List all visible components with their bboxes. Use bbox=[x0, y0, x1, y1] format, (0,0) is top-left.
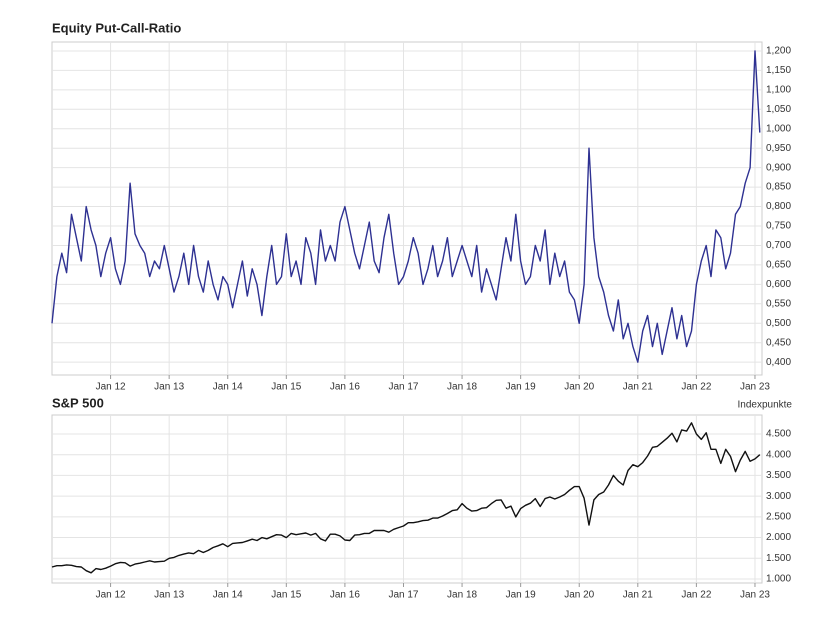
y-tick-label: 4.500 bbox=[766, 429, 791, 440]
y-tick-label: 2.000 bbox=[766, 532, 791, 543]
x-tick-label: Jan 15 bbox=[271, 382, 301, 393]
y-unit: Indexpunkte bbox=[738, 400, 793, 411]
x-tick-label: Jan 13 bbox=[154, 590, 184, 601]
y-tick-label: 0,950 bbox=[766, 143, 791, 154]
y-tick-label: 1,200 bbox=[766, 46, 791, 57]
y-tick-label: 0,450 bbox=[766, 337, 791, 348]
y-tick-label: 1,000 bbox=[766, 123, 791, 134]
x-tick-label: Jan 16 bbox=[330, 590, 360, 601]
line bbox=[51, 50, 761, 363]
chart-title: S&P 500 bbox=[52, 395, 104, 410]
x-tick-label: Jan 19 bbox=[506, 382, 536, 393]
x-tick-label: Jan 12 bbox=[96, 590, 126, 601]
y-tick-label: 0,550 bbox=[766, 298, 791, 309]
x-tick-label: Jan 15 bbox=[271, 590, 301, 601]
y-tick-label: 3.500 bbox=[766, 470, 791, 481]
x-tick-label: Jan 23 bbox=[740, 382, 770, 393]
y-tick-label: 0,500 bbox=[766, 318, 791, 329]
y-tick-label: 0,700 bbox=[766, 240, 791, 251]
y-tick-label: 1.000 bbox=[766, 574, 791, 585]
x-tick-label: Jan 20 bbox=[564, 590, 594, 601]
y-tick-label: 1,150 bbox=[766, 65, 791, 76]
x-tick-label: Jan 14 bbox=[213, 382, 243, 393]
x-tick-label: Jan 19 bbox=[506, 590, 536, 601]
x-tick-label: Jan 17 bbox=[388, 382, 418, 393]
y-tick-label: 4.000 bbox=[766, 449, 791, 460]
plot-area bbox=[51, 414, 763, 584]
y-tick-label: 0,600 bbox=[766, 279, 791, 290]
y-tick-label: 3.000 bbox=[766, 491, 791, 502]
y-tick-label: 1.500 bbox=[766, 553, 791, 564]
x-tick-label: Jan 14 bbox=[213, 590, 243, 601]
x-tick-label: Jan 17 bbox=[388, 590, 418, 601]
y-tick-label: 0,750 bbox=[766, 221, 791, 232]
x-tick-label: Jan 12 bbox=[96, 382, 126, 393]
x-tick-label: Jan 16 bbox=[330, 382, 360, 393]
y-tick-label: 0,650 bbox=[766, 260, 791, 271]
y-tick-label: 1,100 bbox=[766, 84, 791, 95]
x-tick-label: Jan 22 bbox=[681, 382, 711, 393]
x-tick-label: Jan 22 bbox=[681, 590, 711, 601]
x-tick-label: Jan 20 bbox=[564, 382, 594, 393]
chart-title: Equity Put-Call-Ratio bbox=[52, 20, 181, 35]
y-tick-label: 2.500 bbox=[766, 511, 791, 522]
y-tick-label: 0,800 bbox=[766, 201, 791, 212]
x-tick-label: Jan 13 bbox=[154, 382, 184, 393]
x-tick-label: Jan 21 bbox=[623, 382, 653, 393]
y-tick-label: 0,850 bbox=[766, 182, 791, 193]
plot-area bbox=[51, 41, 763, 376]
y-tick-label: 0,900 bbox=[766, 162, 791, 173]
line bbox=[51, 422, 761, 574]
x-tick-label: Jan 18 bbox=[447, 590, 477, 601]
x-tick-label: Jan 21 bbox=[623, 590, 653, 601]
x-tick-label: Jan 18 bbox=[447, 382, 477, 393]
y-tick-label: 0,400 bbox=[766, 357, 791, 368]
x-tick-label: Jan 23 bbox=[740, 590, 770, 601]
y-tick-label: 1,050 bbox=[766, 104, 791, 115]
